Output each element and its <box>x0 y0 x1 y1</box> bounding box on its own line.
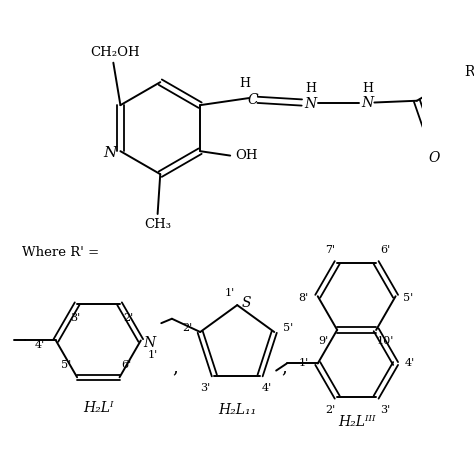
Text: 6': 6' <box>380 245 390 255</box>
Text: H: H <box>305 82 316 95</box>
Text: 5': 5' <box>403 293 413 303</box>
Text: N: N <box>361 96 374 111</box>
Text: 5': 5' <box>283 323 293 333</box>
Text: 1': 1' <box>148 350 158 360</box>
Text: 9': 9' <box>318 336 328 346</box>
Text: 3': 3' <box>201 383 210 393</box>
Text: Where R' =: Where R' = <box>22 246 100 259</box>
Text: S: S <box>241 296 251 310</box>
Text: 2': 2' <box>182 323 193 333</box>
Text: 10': 10' <box>376 336 394 346</box>
Text: OH: OH <box>235 149 257 162</box>
Text: H: H <box>240 77 251 91</box>
Text: ,: , <box>281 358 287 376</box>
Text: 8': 8' <box>299 293 309 303</box>
Text: 3': 3' <box>380 405 390 414</box>
Text: 3': 3' <box>70 313 81 323</box>
Text: 7': 7' <box>325 245 335 255</box>
Text: 1': 1' <box>299 358 309 368</box>
Text: C: C <box>247 93 257 107</box>
Text: N: N <box>103 146 117 160</box>
Text: ,: , <box>173 358 178 376</box>
Text: CH₂OH: CH₂OH <box>90 46 140 58</box>
Text: 4': 4' <box>405 358 415 368</box>
Text: 5': 5' <box>61 360 72 370</box>
Text: 1': 1' <box>225 288 235 298</box>
Text: N: N <box>144 336 155 350</box>
Text: 2': 2' <box>325 405 335 414</box>
Text: 4': 4' <box>35 340 45 350</box>
Text: H: H <box>362 82 373 95</box>
Text: H₂Lᴵ: H₂Lᴵ <box>83 401 114 415</box>
Text: 2': 2' <box>123 313 134 323</box>
Text: H₂L₁₁: H₂L₁₁ <box>218 403 256 416</box>
Text: 4': 4' <box>262 383 273 393</box>
Text: CH₃: CH₃ <box>144 218 171 231</box>
Text: O: O <box>429 151 440 165</box>
Text: N: N <box>305 97 317 111</box>
Text: H₂Lᴵᴵᴵ: H₂Lᴵᴵᴵ <box>338 415 375 429</box>
Text: 6': 6' <box>121 360 132 370</box>
Text: R': R' <box>465 64 474 78</box>
